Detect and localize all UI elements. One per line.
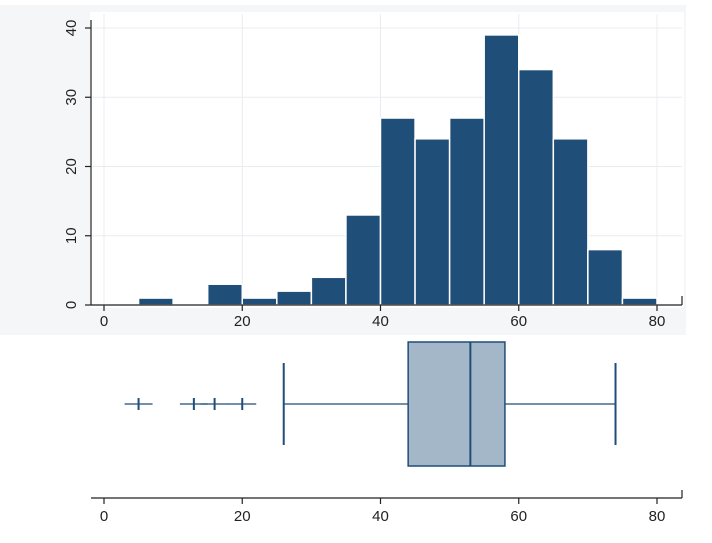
histogram-axes <box>85 20 683 311</box>
histogram-bar-15-20 <box>206 283 243 306</box>
boxplot-x-tick-label-0: 0 <box>100 508 108 525</box>
boxplot-x-tick-label-20: 20 <box>234 508 251 525</box>
x-tick-label-40: 40 <box>372 313 389 330</box>
histogram-tick-labels: 0 10 20 30 40 0 20 40 60 80 <box>63 20 665 330</box>
y-tick-label-30: 30 <box>63 89 80 106</box>
histogram-bar-60-65 <box>518 68 555 306</box>
histogram-bar-75-80 <box>621 297 658 306</box>
histogram-bar-20-25 <box>241 297 278 306</box>
boxplot-panel <box>60 335 686 525</box>
histogram-bar-45-50 <box>414 138 451 306</box>
boxplot-tick-labels: 0 20 40 60 80 <box>100 508 666 525</box>
x-tick-label-60: 60 <box>510 313 527 330</box>
histogram-bar-25-30 <box>276 290 313 306</box>
histogram-bar-35-40 <box>345 214 382 306</box>
boxplot-box <box>407 341 506 467</box>
histogram-bar-65-70 <box>552 138 589 306</box>
y-tick-label-20: 20 <box>63 158 80 175</box>
histogram-bar-30-35 <box>310 276 347 306</box>
y-tick-label-10: 10 <box>63 227 80 244</box>
y-tick-label-0: 0 <box>63 301 80 309</box>
histogram-bar-70-75 <box>587 248 624 306</box>
boxplot-x-tick-label-60: 60 <box>510 508 527 525</box>
histogram-bar-40-45 <box>379 117 416 306</box>
boxplot-x-tick-label-40: 40 <box>372 508 389 525</box>
boxplot-axes <box>91 490 683 504</box>
x-tick-label-20: 20 <box>234 313 251 330</box>
histogram-bar-50-55 <box>448 117 485 306</box>
histogram-bar-5-10 <box>137 297 174 306</box>
histogram-bar-55-60 <box>483 34 520 306</box>
boxplot-marks <box>124 341 617 467</box>
boxplot-x-tick-label-80: 80 <box>649 508 666 525</box>
x-tick-label-80: 80 <box>649 313 666 330</box>
x-tick-label-0: 0 <box>100 313 108 330</box>
histogram-bars <box>137 34 658 306</box>
y-tick-label-40: 40 <box>63 20 80 37</box>
